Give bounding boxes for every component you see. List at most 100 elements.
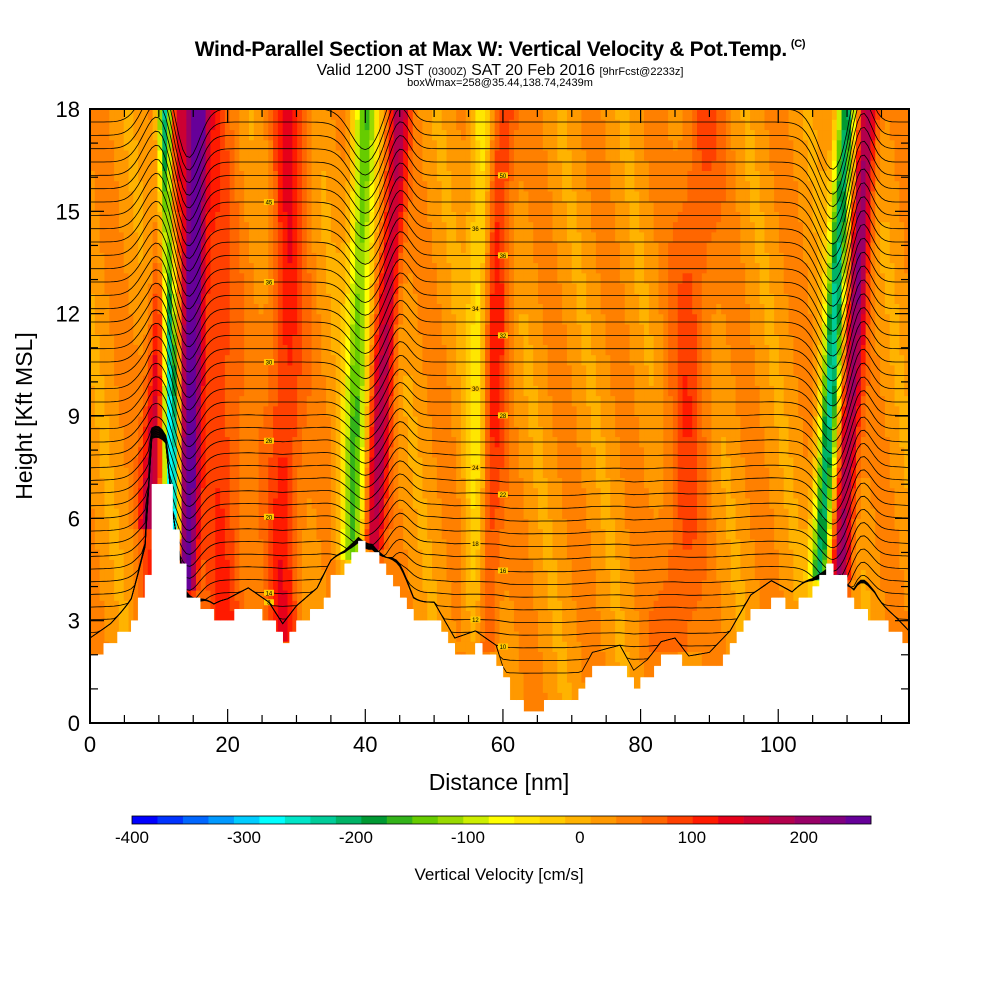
velocity-cell [465,293,472,305]
velocity-cell [306,395,313,407]
velocity-cell [417,497,424,509]
velocity-cell [427,160,433,171]
velocity-cell [157,149,163,161]
velocity-cell [359,508,366,519]
velocity-cell [248,282,255,294]
velocity-cell [374,487,380,499]
velocity-cell [224,467,231,478]
velocity-cell [321,416,327,427]
velocity-cell [118,160,125,171]
velocity-cell [277,119,284,131]
velocity-cell [301,395,308,407]
velocity-cell [306,201,313,212]
velocity-cell [359,467,366,478]
velocity-cell [277,456,284,468]
velocity-cell [268,559,274,571]
velocity-cell [432,129,438,141]
velocity-cell [403,221,409,233]
velocity-cell [422,129,428,141]
velocity-cell [104,405,110,417]
velocity-cell [239,354,245,366]
velocity-cell [195,282,202,294]
velocity-cell [374,201,380,212]
velocity-cell [403,528,409,540]
velocity-cell [403,354,409,366]
velocity-cell [383,293,390,305]
velocity-cell [345,211,351,223]
velocity-cell [379,385,385,397]
velocity-cell [109,630,115,642]
velocity-cell [263,344,269,356]
velocity-cell [422,477,428,489]
velocity-cell [268,416,274,427]
velocity-cell [215,201,221,212]
velocity-cell [456,426,462,438]
velocity-cell [432,201,438,212]
velocity-cell [90,344,96,356]
velocity-cell [417,344,424,356]
velocity-cell [229,354,236,366]
velocity-cell [253,282,260,294]
velocity-cell [147,149,154,161]
velocity-cell [123,231,130,243]
velocity-cell [407,160,414,171]
velocity-cell [398,395,404,407]
velocity-cell [205,426,212,438]
velocity-cell [99,375,106,386]
velocity-cell [432,354,438,366]
velocity-cell [364,446,371,458]
velocity-cell [383,160,390,171]
velocity-cell [157,385,163,397]
velocity-cell [480,477,486,489]
velocity-cell [205,129,212,141]
velocity-cell [398,569,404,581]
velocity-cell [176,129,183,141]
velocity-cell [282,477,289,489]
velocity-cell [306,497,313,509]
velocity-cell [133,446,139,458]
velocity-cell [195,497,202,509]
velocity-cell [292,528,298,540]
velocity-cell [412,272,419,284]
velocity-cell [321,282,327,294]
velocity-cell [456,160,462,171]
velocity-cell [306,446,313,458]
velocity-cell [248,180,255,192]
velocity-cell [210,160,216,171]
velocity-cell [224,405,231,417]
velocity-cell [306,456,313,468]
velocity-cell [485,641,491,652]
velocity-cell [239,375,245,386]
velocity-cell [234,456,240,468]
velocity-cell [345,354,351,366]
velocity-cell [359,252,366,264]
velocity-cell [311,211,318,223]
velocity-cell [138,375,144,386]
velocity-cell [215,416,221,427]
velocity-cell [350,528,356,540]
velocity-cell [205,313,212,325]
velocity-cell [326,446,332,458]
velocity-cell [239,252,245,264]
velocity-cell [248,528,255,540]
velocity-cell [152,242,159,253]
velocity-cell [398,160,404,171]
velocity-cell [470,426,477,438]
velocity-cell [369,436,375,448]
velocity-cell [292,170,298,182]
velocity-cell [345,385,351,397]
velocity-cell [195,119,202,131]
velocity-cell [407,538,414,550]
velocity-cell [282,354,289,366]
velocity-cell [181,405,187,417]
velocity-cell [234,252,240,264]
velocity-cell [393,518,399,530]
velocity-cell [436,477,443,489]
velocity-cell [485,385,491,397]
velocity-cell [94,242,101,253]
velocity-cell [248,344,255,356]
velocity-cell [94,129,101,141]
velocity-cell [268,426,274,438]
velocity-cell [268,323,274,335]
velocity-cell [451,170,457,182]
